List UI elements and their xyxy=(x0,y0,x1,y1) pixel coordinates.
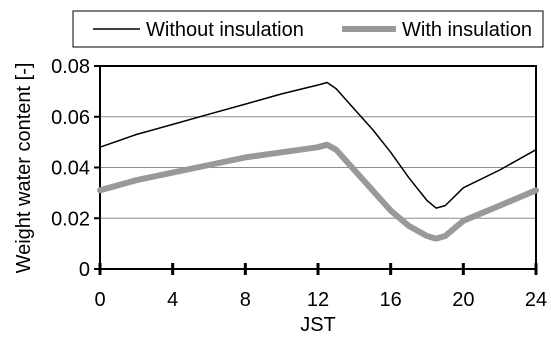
x-tick-label: 12 xyxy=(307,289,329,311)
x-tick-label: 24 xyxy=(525,289,547,311)
legend-box xyxy=(72,10,544,48)
series-layer xyxy=(97,81,539,242)
x-tick-label: 4 xyxy=(167,289,178,311)
legend-label-with-insulation: With insulation xyxy=(402,19,532,41)
series-line-with-insulation xyxy=(97,141,539,242)
y-tick-label: 0.06 xyxy=(51,107,90,129)
y-axis-title: Weight water content [-] xyxy=(13,63,35,274)
x-tick-label: 8 xyxy=(240,289,251,311)
x-tick-label: 16 xyxy=(380,289,402,311)
x-tick-label: 0 xyxy=(94,289,105,311)
legend: Without insulation With insulation xyxy=(72,10,544,48)
axis-ticks: 0 0.02 0.04 0.06 0.08 0 4 8 12 16 20 24 xyxy=(51,56,547,311)
x-tick-label: 20 xyxy=(452,289,474,311)
y-tick-label: 0.08 xyxy=(51,56,90,78)
y-tick-label: 0.02 xyxy=(51,208,90,230)
y-tick-label: 0.04 xyxy=(51,158,90,180)
y-tick-label: 0 xyxy=(79,259,90,281)
x-axis-title: JST xyxy=(300,314,336,336)
grid-lines xyxy=(100,116,536,219)
series-line-without-insulation xyxy=(99,81,537,209)
legend-label-without-insulation: Without insulation xyxy=(146,19,304,41)
